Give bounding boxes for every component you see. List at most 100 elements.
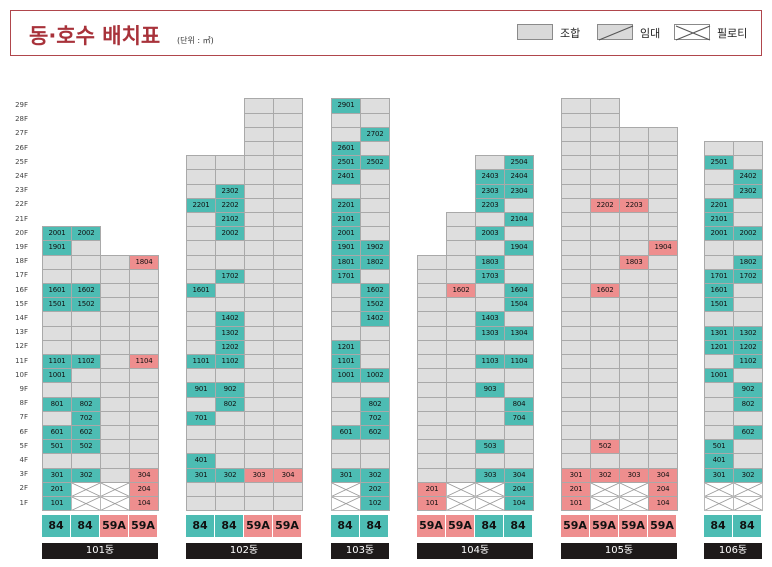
unit-number: 802 (368, 399, 382, 408)
unit-cell-1804: 1804 (129, 254, 159, 270)
unit-cell-2501: 2501 (704, 155, 734, 171)
cross-x-icon (591, 497, 619, 511)
unit-cell-2901: 2901 (331, 98, 361, 114)
member-unit-cell (446, 254, 476, 270)
member-unit-cell (244, 254, 274, 270)
member-unit-cell (446, 297, 476, 313)
unit-cell-501: 501 (42, 439, 72, 455)
unit-cell-202: 202 (360, 481, 390, 497)
member-unit-cell (417, 439, 447, 455)
unit-cell-2001: 2001 (331, 226, 361, 242)
member-unit-cell (561, 226, 591, 242)
unit-cell-204: 204 (504, 481, 534, 497)
unit-cell-2002: 2002 (71, 226, 101, 242)
member-unit-cell (100, 283, 130, 299)
unit-cell-602: 602 (71, 425, 101, 441)
cross-x-icon (332, 482, 360, 496)
unit-number: 2002 (221, 229, 239, 238)
unit-number: 101 (425, 499, 439, 507)
unit-cell-304: 304 (273, 467, 303, 483)
member-unit-cell (561, 183, 591, 199)
unit-cell-2003: 2003 (475, 226, 505, 242)
unit-cell-701: 701 (186, 410, 216, 426)
member-unit-cell (475, 283, 505, 299)
member-unit-cell (129, 453, 159, 469)
member-unit-cell (475, 155, 505, 171)
unit-size-badge: 84 (360, 515, 388, 537)
member-unit-cell (273, 439, 303, 455)
member-unit-cell (71, 453, 101, 469)
member-unit-cell (273, 368, 303, 384)
member-unit-cell (273, 169, 303, 185)
unit-number: 1802 (366, 257, 384, 266)
floor-label: 28F (15, 115, 28, 124)
piloti-cell (475, 481, 505, 497)
member-unit-cell (273, 410, 303, 426)
unit-number: 301 (569, 470, 583, 479)
unit-cell-1001: 1001 (704, 368, 734, 384)
member-unit-cell (590, 98, 620, 114)
unit-cell-2402: 2402 (733, 169, 763, 185)
unit-size-badge: 59A (417, 515, 445, 537)
member-unit-cell (129, 339, 159, 355)
member-unit-cell (244, 112, 274, 128)
floor-label: 3F (19, 470, 28, 479)
floor-label: 23F (15, 186, 28, 195)
unit-number: 2001 (337, 229, 355, 238)
unit-number: 301 (194, 470, 208, 479)
member-unit-cell (273, 155, 303, 171)
member-unit-cell (648, 439, 678, 455)
member-unit-cell (360, 183, 390, 199)
member-unit-cell (417, 467, 447, 483)
member-unit-cell (704, 382, 734, 398)
unit-cell-1701: 1701 (704, 268, 734, 284)
member-unit-cell (129, 283, 159, 299)
cross-x-icon (72, 482, 100, 496)
member-unit-cell (561, 268, 591, 284)
unit-cell-1601: 1601 (186, 283, 216, 299)
member-unit-cell (504, 453, 534, 469)
member-unit-cell (619, 439, 649, 455)
unit-cell-101: 101 (561, 496, 591, 512)
unit-number: 1301 (710, 328, 728, 337)
unit-number: 104 (137, 499, 151, 507)
member-unit-cell (100, 354, 130, 370)
member-unit-cell (100, 396, 130, 412)
unit-cell-1601: 1601 (42, 283, 72, 299)
unit-number: 2501 (337, 158, 355, 167)
unit-number: 1601 (48, 286, 66, 294)
cross-x-icon (705, 482, 733, 496)
member-unit-cell (215, 240, 245, 256)
unit-cell-303: 303 (244, 467, 274, 483)
member-unit-cell (733, 368, 763, 384)
member-unit-cell (446, 311, 476, 327)
member-unit-cell (331, 439, 361, 455)
member-unit-cell (619, 155, 649, 171)
member-unit-cell (619, 425, 649, 441)
floor-label: 7F (19, 413, 28, 422)
member-unit-cell (446, 396, 476, 412)
member-unit-cell (561, 283, 591, 299)
unit-cell-2002: 2002 (215, 226, 245, 242)
diagonal-slash-box-icon (597, 24, 634, 41)
unit-cell-1402: 1402 (215, 311, 245, 327)
unit-cell-1302: 1302 (733, 325, 763, 341)
unit-cell-1901: 1901 (331, 240, 361, 256)
unit-number: 1001 (710, 371, 728, 380)
unit-number: 301 (712, 470, 726, 479)
unit-cell-301: 301 (42, 467, 72, 483)
member-unit-cell (619, 453, 649, 469)
member-unit-cell (619, 126, 649, 142)
member-unit-cell (244, 453, 274, 469)
member-unit-cell (273, 453, 303, 469)
member-unit-cell (244, 368, 274, 384)
unit-number: 303 (483, 470, 497, 479)
member-unit-cell (244, 297, 274, 313)
member-unit-cell (215, 439, 245, 455)
unit-number: 1802 (739, 257, 757, 266)
unit-cell-503: 503 (475, 439, 505, 455)
unit-cell-1904: 1904 (648, 240, 678, 256)
piloti-cell (331, 481, 361, 497)
unit-number: 304 (512, 470, 526, 479)
unit-number: 702 (368, 413, 382, 422)
